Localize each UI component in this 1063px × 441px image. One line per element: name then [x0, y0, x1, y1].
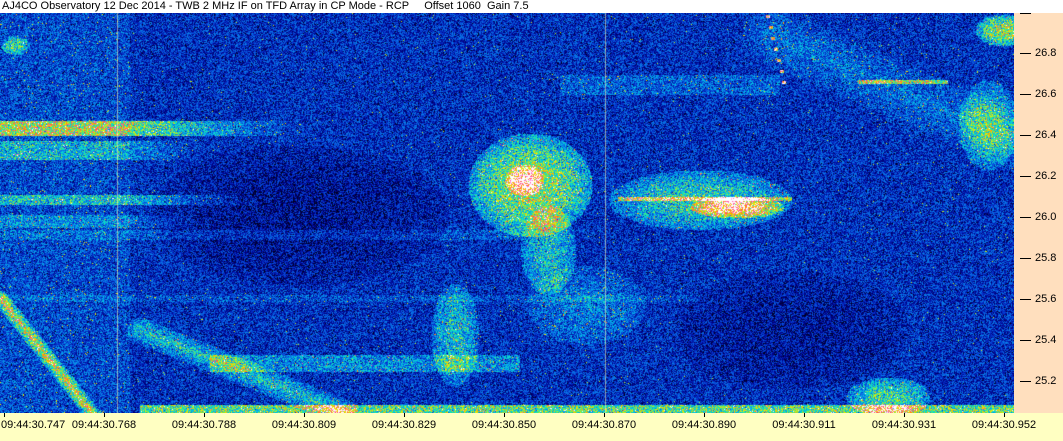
- freq-tick: [1020, 258, 1031, 259]
- freq-tick-label: 25.4: [1035, 334, 1057, 346]
- time-tick-label: 09:44:30.747: [1, 419, 66, 431]
- time-tick-label: 09:44:30.850: [471, 419, 537, 431]
- time-tick: [504, 413, 505, 417]
- freq-tick: [1020, 217, 1031, 218]
- time-tick: [904, 413, 905, 417]
- time-tick-label: 09:44:30.788: [171, 419, 237, 431]
- time-tick: [804, 413, 805, 417]
- freq-tick: [1020, 135, 1031, 136]
- freq-tick-label: 25.2: [1035, 375, 1057, 387]
- freq-tick: [1020, 176, 1031, 177]
- time-axis: 09:44:30.747 09:44:30.768 09:44:30.788 09:4…: [0, 413, 1063, 441]
- time-tick-label: 09:44:30.952: [971, 419, 1037, 431]
- freq-tick-label: 25.8: [1035, 252, 1057, 264]
- freq-tick-label: 25.6: [1035, 293, 1057, 305]
- time-tick: [204, 413, 205, 417]
- time-tick-label: 09:44:30.931: [871, 419, 937, 431]
- time-tick-label: 09:44:30.809: [271, 419, 337, 431]
- time-tick-label: 09:44:30.870: [571, 419, 637, 431]
- frequency-axis: 26.8 26.6 26.4 26.2 26.0 25.8 25.6 25.4 25.2: [1014, 13, 1063, 413]
- time-tick: [404, 413, 405, 417]
- freq-tick: [1020, 340, 1031, 341]
- time-tick-label: 09:44:30.890: [671, 419, 737, 431]
- time-tick-label: 09:44:30.911: [772, 419, 836, 431]
- spectrogram-plot: [0, 13, 1014, 413]
- freq-tick: [1020, 381, 1031, 382]
- freq-tick-label: 26.4: [1035, 129, 1057, 141]
- freq-tick: [1020, 53, 1031, 54]
- freq-tick: [1020, 299, 1031, 300]
- time-tick-label: 09:44:30.768: [71, 419, 137, 431]
- time-tick: [704, 413, 705, 417]
- freq-tick-label: 26.8: [1035, 47, 1057, 59]
- freq-tick: [1020, 94, 1031, 95]
- title-bar: AJ4CO Observatory 12 Dec 2014 - TWB 2 MH…: [0, 0, 1063, 13]
- freq-tick-label: 26.0: [1035, 211, 1057, 223]
- freq-tick-label: 26.6: [1035, 88, 1057, 100]
- time-tick: [104, 413, 105, 417]
- time-tick: [1004, 413, 1005, 417]
- time-tick: [304, 413, 305, 417]
- time-tick-label: 09:44:30.829: [371, 419, 437, 431]
- freq-tick-label: 26.2: [1035, 170, 1057, 182]
- observation-title: AJ4CO Observatory 12 Dec 2014 - TWB 2 MH…: [2, 0, 529, 12]
- time-tick: [4, 413, 5, 417]
- freq-tick: [1020, 13, 1031, 14]
- time-tick: [604, 413, 605, 417]
